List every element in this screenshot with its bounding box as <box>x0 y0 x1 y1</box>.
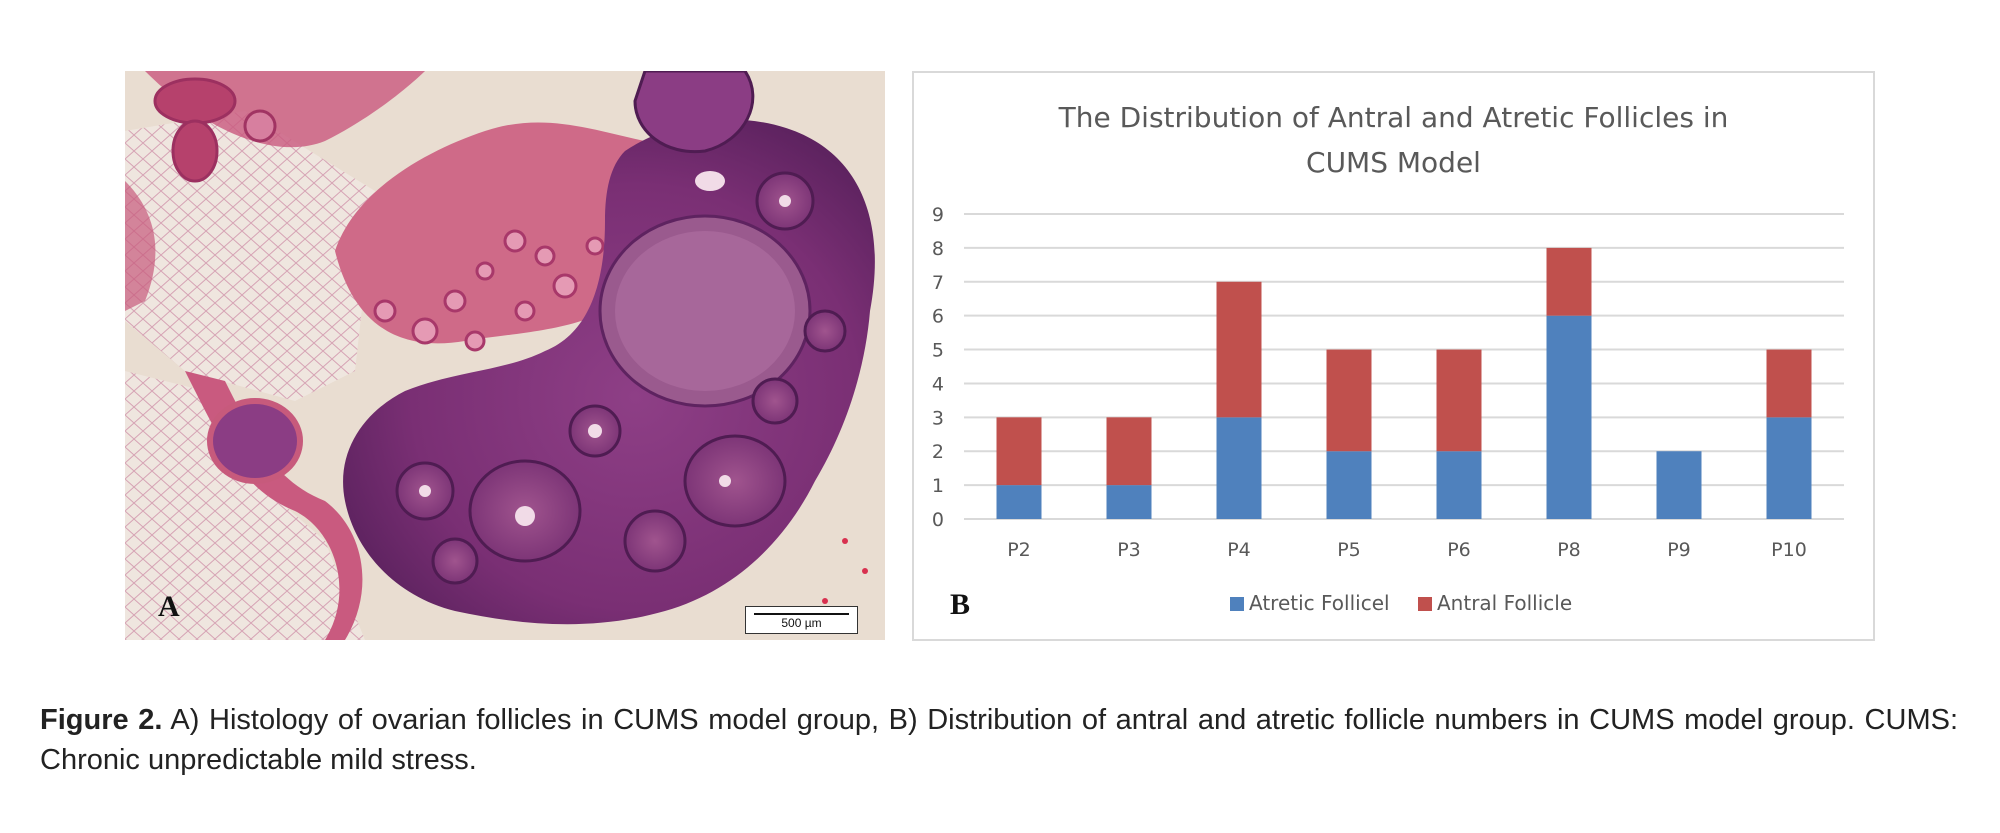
bar-segment-atretic <box>1106 485 1152 519</box>
bar-segment-antral <box>1216 281 1262 418</box>
y-tick-label: 7 <box>932 272 944 294</box>
bar-segment-atretic <box>996 485 1042 519</box>
bar-segment-atretic <box>1766 417 1812 519</box>
histology-image <box>125 71 885 640</box>
x-tick-label: P2 <box>1007 539 1031 561</box>
legend-swatch-atretic <box>1230 597 1244 611</box>
x-tick-label: P8 <box>1557 539 1581 561</box>
y-tick-label: 0 <box>932 509 944 531</box>
chart-title-line-2: CUMS Model <box>1306 146 1481 179</box>
panel-b-label: B <box>950 588 971 621</box>
legend-item-atretic: Atretic Follicel <box>1230 591 1390 615</box>
bar-segment-antral <box>996 417 1042 486</box>
bar-segment-antral <box>1546 247 1592 316</box>
bar-segment-atretic <box>1546 315 1592 519</box>
stacked-bar-chart: 0 1 2 3 4 5 6 7 8 9 P2 P3 P4 P5 P6 P8 P9 P10 <box>932 204 1844 561</box>
bar-segment-atretic <box>1656 451 1702 519</box>
caption-text: A) Histology of ovarian follicles in CUM… <box>40 704 1958 776</box>
scale-bar: 500 µm <box>745 606 858 634</box>
legend-label-atretic: Atretic Follicel <box>1249 591 1390 615</box>
x-tick-label: P3 <box>1117 539 1141 561</box>
chart-title-line-1: The Distribution of Antral and Atretic F… <box>1058 101 1729 134</box>
y-tick-label: 1 <box>932 475 944 497</box>
x-tick-label: P6 <box>1447 539 1471 561</box>
bar-segment-atretic <box>1436 451 1482 519</box>
legend-label-antral: Antral Follicle <box>1437 591 1573 615</box>
x-tick-label: P4 <box>1227 539 1251 561</box>
x-tick-label: P9 <box>1667 539 1691 561</box>
bar-segment-antral <box>1326 349 1372 452</box>
bar-segment-atretic <box>1326 451 1372 519</box>
x-tick-label: P10 <box>1771 539 1807 561</box>
y-tick-label: 9 <box>932 204 944 226</box>
scale-bar-label: 500 µm <box>781 616 822 630</box>
bar-segment-antral <box>1436 349 1482 452</box>
y-tick-label: 2 <box>932 441 944 463</box>
bar-segment-antral <box>1106 417 1152 486</box>
chart-title: The Distribution of Antral and Atretic F… <box>914 95 1873 185</box>
panel-a-label: A <box>158 590 180 623</box>
y-tick-label: 5 <box>932 340 944 362</box>
caption-label: Figure 2. <box>40 704 163 736</box>
y-tick-label: 8 <box>932 238 944 260</box>
legend-item-antral: Antral Follicle <box>1418 591 1572 615</box>
bar-segment-antral <box>1766 349 1812 418</box>
bar-segment-atretic <box>1216 417 1262 519</box>
chart-panel: The Distribution of Antral and Atretic F… <box>912 71 1875 641</box>
scale-bar-line <box>754 613 849 615</box>
y-tick-label: 6 <box>932 306 944 328</box>
figure-caption: Figure 2. A) Histology of ovarian follic… <box>40 700 1958 780</box>
y-tick-label: 4 <box>932 373 944 395</box>
legend-swatch-antral <box>1418 597 1432 611</box>
x-tick-label: P5 <box>1337 539 1361 561</box>
y-tick-label: 3 <box>932 407 944 429</box>
